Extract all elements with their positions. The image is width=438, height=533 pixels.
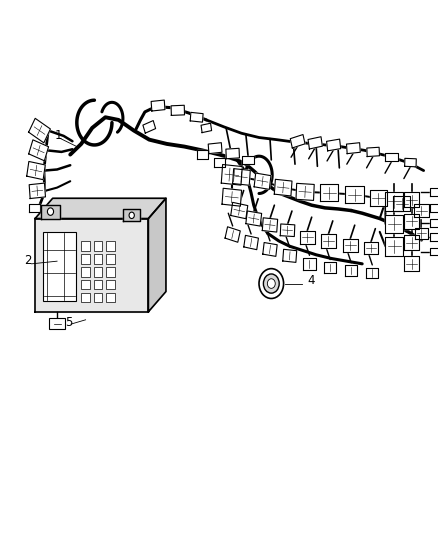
Polygon shape — [403, 192, 419, 207]
Polygon shape — [365, 268, 378, 278]
Polygon shape — [123, 209, 140, 221]
Polygon shape — [403, 256, 419, 271]
Polygon shape — [295, 183, 314, 200]
Polygon shape — [384, 192, 403, 211]
Polygon shape — [392, 196, 409, 211]
Bar — [93, 254, 102, 264]
Polygon shape — [345, 186, 363, 203]
Polygon shape — [320, 235, 336, 247]
Polygon shape — [143, 120, 155, 133]
Circle shape — [258, 269, 283, 298]
Polygon shape — [346, 143, 360, 154]
Polygon shape — [307, 137, 321, 149]
Polygon shape — [43, 209, 53, 219]
Polygon shape — [29, 204, 39, 212]
Bar — [93, 267, 102, 277]
Polygon shape — [190, 112, 203, 122]
Bar — [93, 293, 102, 302]
Bar — [81, 241, 90, 251]
Bar — [81, 280, 90, 289]
Polygon shape — [363, 242, 377, 254]
Polygon shape — [262, 243, 276, 256]
Polygon shape — [279, 224, 294, 237]
Polygon shape — [241, 156, 254, 164]
Polygon shape — [29, 183, 46, 198]
Polygon shape — [243, 236, 258, 249]
Polygon shape — [299, 230, 314, 244]
Polygon shape — [197, 150, 208, 159]
Polygon shape — [384, 215, 403, 233]
Polygon shape — [35, 219, 148, 312]
Bar — [81, 254, 90, 264]
Bar — [106, 293, 114, 302]
Polygon shape — [323, 262, 336, 273]
Bar — [81, 267, 90, 277]
Polygon shape — [429, 188, 438, 196]
Polygon shape — [262, 218, 277, 232]
Text: 1: 1 — [55, 128, 62, 142]
Polygon shape — [302, 258, 315, 270]
Bar — [43, 232, 76, 301]
Polygon shape — [369, 190, 386, 206]
Polygon shape — [429, 204, 438, 212]
Polygon shape — [413, 204, 428, 217]
Polygon shape — [232, 168, 250, 185]
Polygon shape — [28, 118, 50, 143]
Bar — [106, 254, 114, 264]
Polygon shape — [429, 248, 438, 255]
Bar — [81, 293, 90, 302]
Polygon shape — [221, 165, 242, 185]
Bar — [106, 280, 114, 289]
Polygon shape — [35, 198, 166, 219]
Bar — [106, 267, 114, 277]
Circle shape — [129, 212, 134, 219]
Polygon shape — [151, 100, 165, 111]
Polygon shape — [326, 139, 340, 151]
Polygon shape — [344, 265, 357, 276]
Polygon shape — [245, 211, 261, 226]
Polygon shape — [414, 228, 427, 239]
Polygon shape — [208, 143, 222, 154]
Polygon shape — [254, 173, 270, 189]
Circle shape — [267, 279, 275, 288]
Bar — [106, 241, 114, 251]
Polygon shape — [403, 214, 419, 229]
Polygon shape — [274, 179, 291, 196]
Polygon shape — [41, 205, 60, 219]
Polygon shape — [27, 161, 45, 180]
Polygon shape — [171, 105, 184, 116]
Polygon shape — [429, 233, 438, 241]
Polygon shape — [385, 153, 397, 161]
Polygon shape — [404, 158, 415, 167]
Circle shape — [47, 208, 53, 215]
Polygon shape — [342, 239, 357, 252]
Polygon shape — [384, 237, 403, 255]
Polygon shape — [403, 235, 419, 250]
Polygon shape — [214, 158, 224, 167]
Polygon shape — [225, 227, 240, 243]
Polygon shape — [222, 188, 241, 206]
Bar — [93, 280, 102, 289]
Circle shape — [263, 274, 279, 293]
Polygon shape — [319, 184, 338, 201]
Polygon shape — [366, 147, 378, 157]
Polygon shape — [230, 203, 247, 219]
Polygon shape — [201, 123, 211, 133]
Text: 4: 4 — [307, 273, 314, 287]
Text: 5: 5 — [65, 316, 72, 329]
Polygon shape — [226, 148, 239, 159]
Polygon shape — [429, 219, 438, 227]
Polygon shape — [28, 140, 49, 161]
Polygon shape — [290, 134, 304, 148]
Text: 2: 2 — [24, 254, 32, 267]
Bar — [93, 241, 102, 251]
Bar — [49, 318, 65, 329]
Polygon shape — [282, 249, 296, 262]
Polygon shape — [148, 198, 166, 312]
